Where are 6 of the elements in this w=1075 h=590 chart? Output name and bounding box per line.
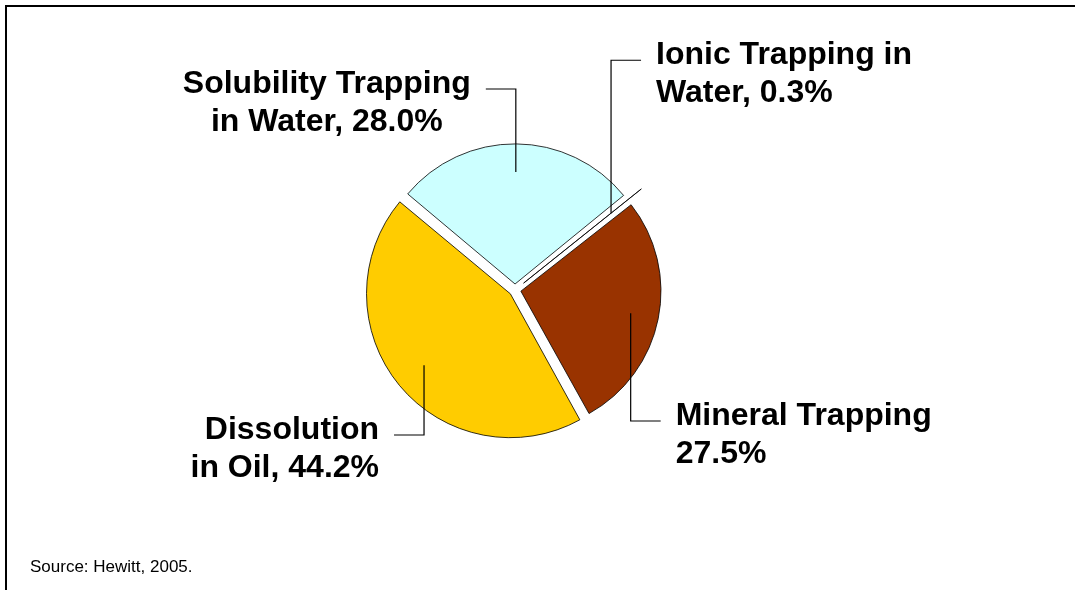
slice-label: Mineral Trapping: [675, 396, 932, 432]
slice-label: Ionic Trapping in Water, 0.3%: [656, 35, 913, 110]
slice-label: Dissolution in Oil, 44.2%: [190, 410, 380, 484]
source-note: Source: Hewitt, 2005.: [30, 557, 193, 577]
data-label: 27.5%: [675, 434, 767, 470]
slice-label: Solubility Trapping in Water, 28.0%: [182, 64, 471, 138]
